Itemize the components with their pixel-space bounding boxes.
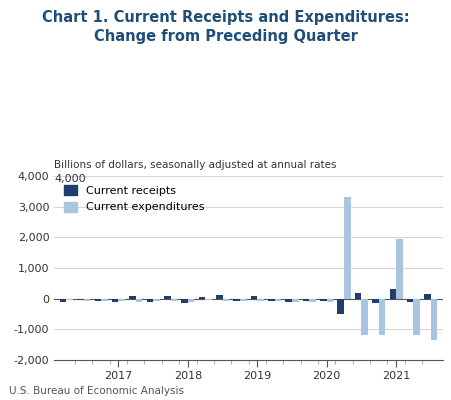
- Bar: [216, 295, 222, 299]
- Bar: [413, 299, 419, 336]
- Bar: [222, 299, 229, 301]
- Bar: [118, 299, 125, 301]
- Bar: [198, 297, 205, 299]
- Bar: [146, 299, 153, 302]
- Bar: [188, 299, 194, 302]
- Bar: [389, 290, 395, 299]
- Bar: [361, 299, 367, 336]
- Bar: [354, 292, 361, 299]
- Bar: [170, 299, 177, 301]
- Bar: [205, 299, 212, 300]
- Bar: [250, 296, 257, 299]
- Bar: [343, 198, 350, 299]
- Bar: [233, 299, 239, 300]
- Text: 4,000: 4,000: [54, 174, 86, 184]
- Bar: [423, 294, 430, 299]
- Bar: [60, 299, 66, 302]
- Bar: [66, 299, 73, 300]
- Bar: [239, 299, 246, 300]
- Bar: [274, 299, 281, 301]
- Bar: [378, 299, 385, 336]
- Bar: [153, 299, 159, 301]
- Bar: [135, 299, 142, 302]
- Bar: [129, 296, 135, 299]
- Bar: [337, 299, 343, 314]
- Text: U.S. Bureau of Economic Analysis: U.S. Bureau of Economic Analysis: [9, 386, 184, 396]
- Text: Chart 1. Current Receipts and Expenditures:
Change from Preceding Quarter: Chart 1. Current Receipts and Expenditur…: [42, 10, 409, 44]
- Bar: [267, 299, 274, 302]
- Bar: [77, 299, 83, 300]
- Bar: [291, 299, 298, 302]
- Bar: [94, 299, 101, 301]
- Text: Billions of dollars, seasonally adjusted at annual rates: Billions of dollars, seasonally adjusted…: [54, 160, 336, 170]
- Bar: [302, 299, 308, 300]
- Bar: [257, 299, 263, 301]
- Bar: [308, 299, 315, 302]
- Bar: [326, 299, 332, 302]
- Bar: [164, 296, 170, 299]
- Bar: [371, 299, 378, 303]
- Bar: [101, 299, 107, 300]
- Bar: [395, 239, 402, 299]
- Bar: [430, 299, 437, 340]
- Bar: [83, 299, 90, 301]
- Bar: [406, 299, 413, 302]
- Legend: Current receipts, Current expenditures: Current receipts, Current expenditures: [64, 185, 204, 212]
- Bar: [285, 299, 291, 302]
- Bar: [319, 299, 326, 301]
- Bar: [181, 299, 188, 303]
- Bar: [111, 299, 118, 302]
